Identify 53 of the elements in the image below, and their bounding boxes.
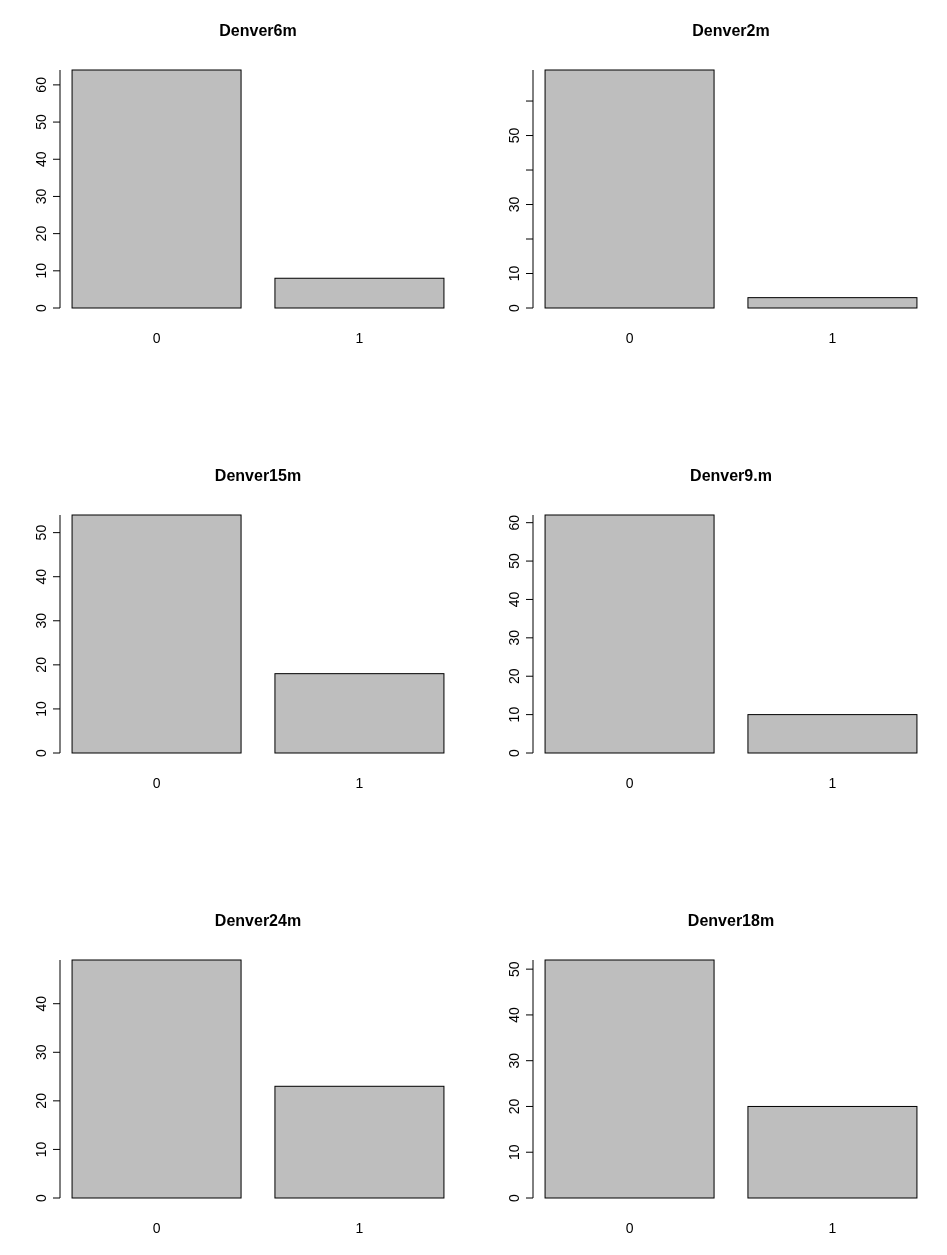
y-tick-label: 0 — [506, 1193, 522, 1202]
x-tick-label: 0 — [152, 1220, 161, 1236]
y-tick-label: 0 — [33, 1193, 49, 1202]
y-tick-label: 10 — [33, 700, 49, 717]
chart-title: Denver2m — [692, 22, 770, 39]
y-tick-label: 40 — [506, 591, 522, 608]
y-tick-label: 0 — [506, 748, 522, 757]
y-tick-label: 40 — [33, 568, 49, 585]
y-tick-label: 10 — [506, 1144, 522, 1161]
x-tick-label: 0 — [625, 1220, 634, 1236]
y-tick-label: 0 — [33, 303, 49, 312]
y-tick-label: 30 — [506, 629, 522, 646]
y-tick-label: 10 — [33, 262, 49, 279]
y-tick-label: 50 — [506, 553, 522, 569]
y-tick-label: 20 — [33, 1092, 49, 1109]
y-tick-label: 20 — [506, 1098, 522, 1115]
y-tick-label: 50 — [506, 961, 522, 977]
y-tick-label: 40 — [506, 1006, 522, 1023]
x-tick-label: 0 — [152, 330, 161, 346]
y-tick-label: 10 — [506, 706, 522, 723]
y-tick-label: 50 — [506, 127, 522, 144]
y-tick-label: 0 — [506, 303, 522, 312]
y-tick-label: 20 — [33, 225, 49, 242]
chart-title: Denver6m — [219, 22, 297, 39]
x-tick-label: 1 — [828, 330, 837, 346]
y-tick-label: 50 — [33, 114, 49, 130]
x-tick-label: 1 — [355, 775, 364, 791]
y-tick-label: 0 — [33, 748, 49, 757]
y-tick-label: 60 — [506, 514, 522, 531]
x-tick-label: 1 — [355, 1220, 364, 1236]
y-tick-label: 20 — [506, 668, 522, 685]
y-tick-label: 30 — [506, 196, 522, 213]
y-tick-label: 60 — [33, 76, 49, 93]
chart-title: Denver18m — [687, 912, 775, 929]
y-tick-label: 10 — [506, 265, 522, 282]
x-tick-label: 1 — [355, 330, 364, 346]
y-tick-label: 40 — [33, 151, 49, 168]
chart-title: Denver24m — [214, 912, 302, 929]
x-tick-label: 1 — [828, 1220, 837, 1236]
x-tick-label: 0 — [625, 330, 634, 346]
x-tick-label: 0 — [625, 775, 634, 791]
y-tick-label: 30 — [33, 1044, 49, 1061]
x-tick-label: 0 — [152, 775, 161, 791]
y-tick-label: 20 — [33, 656, 49, 673]
y-tick-label: 40 — [33, 995, 49, 1012]
y-tick-label: 30 — [33, 612, 49, 629]
y-tick-label: 10 — [33, 1141, 49, 1158]
chart-title: Denver9.m — [690, 467, 772, 484]
y-tick-label: 30 — [506, 1052, 522, 1069]
chart-title: Denver15m — [214, 467, 302, 484]
x-tick-label: 1 — [828, 775, 837, 791]
y-tick-label: 30 — [33, 188, 49, 205]
y-tick-label: 50 — [33, 524, 49, 541]
